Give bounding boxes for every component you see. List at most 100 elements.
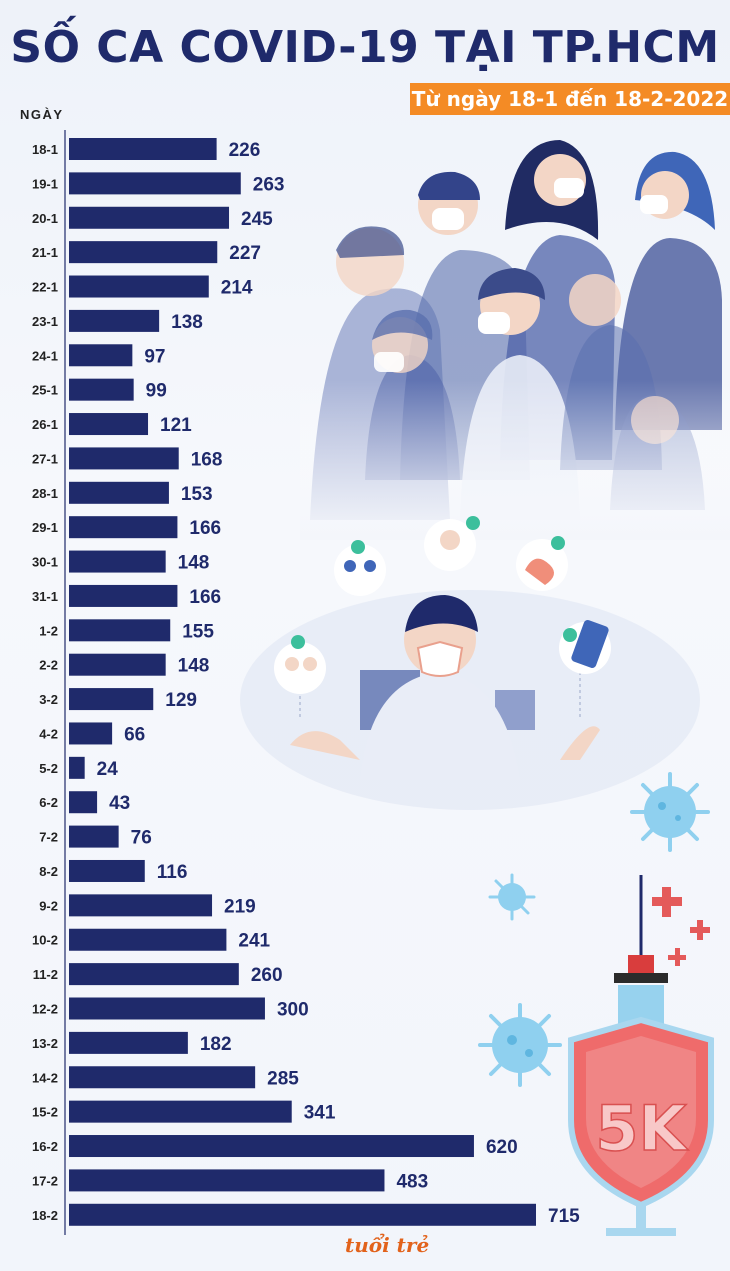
bar xyxy=(69,688,154,711)
bar xyxy=(69,619,171,642)
category-label: 22-1 xyxy=(32,280,58,295)
value-label: 241 xyxy=(238,931,270,952)
bar xyxy=(69,275,209,298)
category-label: 23-1 xyxy=(32,314,58,329)
category-label: 10-2 xyxy=(32,933,58,948)
bar xyxy=(69,516,178,539)
bar xyxy=(69,241,218,264)
value-label: 99 xyxy=(146,381,167,402)
bar xyxy=(69,550,166,573)
value-label: 620 xyxy=(486,1137,518,1158)
value-label: 116 xyxy=(157,862,188,883)
bar xyxy=(69,172,241,195)
virus-icon xyxy=(630,772,710,852)
bar xyxy=(69,344,133,367)
page-title: SỐ CA COVID-19 TẠI TP.HCM xyxy=(10,22,720,73)
masked-crowd-illustration xyxy=(300,140,730,540)
category-label: 11-2 xyxy=(33,967,58,982)
value-label: 24 xyxy=(97,759,119,780)
category-label: 27-1 xyxy=(32,451,58,466)
bar xyxy=(69,584,178,607)
5k-badge-text: 5K xyxy=(595,1092,688,1165)
category-label: 19-1 xyxy=(32,176,58,191)
bar xyxy=(69,138,217,160)
value-label: 66 xyxy=(124,724,145,745)
value-label: 166 xyxy=(189,587,221,608)
value-label: 226 xyxy=(229,140,261,161)
value-label: 148 xyxy=(178,656,210,677)
value-label: 148 xyxy=(178,553,210,574)
hand-washing-icon xyxy=(516,536,568,591)
y-axis-label: NGÀY xyxy=(20,107,64,122)
value-label: 43 xyxy=(109,793,130,814)
value-label: 182 xyxy=(200,1034,232,1055)
bar xyxy=(69,1031,188,1054)
category-label: 14-2 xyxy=(32,1070,58,1085)
bar xyxy=(69,1203,536,1226)
value-label: 129 xyxy=(165,690,197,711)
bar xyxy=(69,653,166,676)
category-label: 8-2 xyxy=(39,864,58,879)
category-label: 17-2 xyxy=(32,1173,58,1188)
value-label: 341 xyxy=(304,1103,336,1124)
bar xyxy=(69,309,160,332)
category-label: 31-1 xyxy=(32,589,58,604)
value-label: 76 xyxy=(131,828,152,849)
category-label: 18-1 xyxy=(32,142,58,157)
vaccine-syringe-illustration: 5K xyxy=(568,875,714,1236)
category-label: 1-2 xyxy=(39,623,58,638)
bar xyxy=(69,997,265,1020)
category-label: 2-2 xyxy=(39,658,58,673)
bar xyxy=(69,378,134,401)
bar xyxy=(69,963,239,986)
bar xyxy=(69,1135,474,1158)
bar xyxy=(69,928,227,951)
value-label: 300 xyxy=(277,1000,309,1021)
bar xyxy=(69,1066,256,1089)
category-label: 16-2 xyxy=(32,1139,58,1154)
category-label: 29-1 xyxy=(32,520,58,535)
category-label: 30-1 xyxy=(32,555,58,570)
value-label: 260 xyxy=(251,965,283,986)
category-label: 4-2 xyxy=(39,726,58,741)
value-label: 483 xyxy=(396,1171,428,1192)
category-label: 18-2 xyxy=(32,1208,58,1223)
value-label: 227 xyxy=(229,243,261,264)
virus-icon xyxy=(478,1003,562,1087)
category-label: 15-2 xyxy=(32,1105,58,1120)
category-label: 12-2 xyxy=(32,1002,58,1017)
tuoi-tre-logo: tuổi trẻ xyxy=(345,1233,430,1257)
health-app-phone-icon xyxy=(559,620,611,674)
value-label: 168 xyxy=(191,449,223,470)
value-label: 166 xyxy=(189,518,221,539)
family-icon xyxy=(274,635,326,694)
value-label: 214 xyxy=(221,278,253,299)
category-label: 24-1 xyxy=(32,348,58,363)
bar xyxy=(69,859,145,882)
value-label: 138 xyxy=(171,312,203,333)
virus-icon xyxy=(488,873,536,921)
category-label: 20-1 xyxy=(32,211,58,226)
value-label: 219 xyxy=(224,896,256,917)
category-label: 5-2 xyxy=(39,761,58,776)
bar xyxy=(69,481,169,504)
category-label: 9-2 xyxy=(39,898,58,913)
value-label: 245 xyxy=(241,209,273,230)
bar xyxy=(69,722,113,745)
bar xyxy=(69,825,119,848)
value-label: 285 xyxy=(267,1068,299,1089)
medical-cross-icon xyxy=(652,887,710,966)
value-label: 715 xyxy=(548,1206,580,1227)
category-label: 28-1 xyxy=(32,486,58,501)
value-label: 153 xyxy=(181,484,213,505)
value-label: 155 xyxy=(182,621,214,642)
bar xyxy=(69,894,213,917)
value-label: 121 xyxy=(160,415,192,436)
distancing-icon xyxy=(334,540,386,596)
bar xyxy=(69,1100,292,1123)
bar xyxy=(69,756,85,779)
category-label: 13-2 xyxy=(32,1036,58,1051)
category-label: 7-2 xyxy=(39,830,58,845)
